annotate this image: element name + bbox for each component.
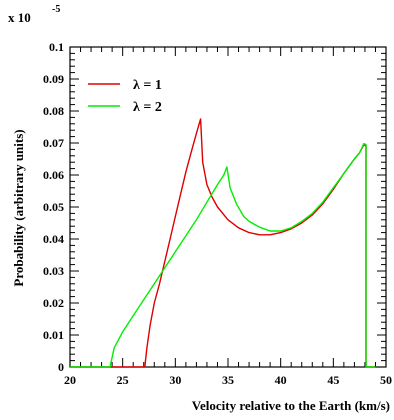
- x-tick-label: 20: [64, 373, 76, 387]
- y-axis-multiplier: x 10 -5: [8, 4, 60, 25]
- x-tick-label: 35: [222, 373, 234, 387]
- plot-area: [69, 46, 387, 368]
- legend-label-2: λ = 2: [133, 100, 162, 115]
- y-tick-label: 0.07: [43, 136, 64, 150]
- legend-label-1: λ = 1: [133, 78, 162, 93]
- y-axis-label: Probability (arbitrary units): [11, 129, 26, 286]
- y-tick-label: 0.02: [43, 296, 64, 310]
- plot-frame: [69, 46, 387, 368]
- series-line-2: [70, 142, 376, 368]
- x-tick-label: 50: [380, 373, 392, 387]
- y-tick-label: 0.05: [43, 200, 64, 214]
- multiplier-exponent: -5: [52, 4, 60, 15]
- series-line-1: [70, 118, 376, 368]
- y-tick-label: 0.06: [43, 168, 64, 182]
- x-tick-label: 40: [275, 373, 287, 387]
- x-axis-label: Velocity relative to the Earth (km/s): [192, 398, 390, 413]
- y-axis-ticks: 0 0.01 0.02 0.03 0.04 0.05 0.06 0.07 0.08 0.09 0.1: [43, 40, 386, 374]
- legend: λ = 1 λ = 2: [88, 78, 162, 115]
- y-tick-label: 0.01: [43, 328, 64, 342]
- y-tick-label: 0.1: [49, 40, 64, 54]
- series-group: [70, 118, 376, 368]
- x-axis-ticks: 20 25 30 35 40 45 50: [64, 47, 392, 387]
- y-tick-label: 0: [58, 360, 64, 374]
- y-tick-label: 0.09: [43, 72, 64, 86]
- y-tick-label: 0.08: [43, 104, 64, 118]
- multiplier-base: x 10: [8, 10, 31, 25]
- x-tick-label: 45: [327, 373, 339, 387]
- y-tick-label: 0.04: [43, 232, 64, 246]
- x-tick-label: 25: [117, 373, 129, 387]
- x-tick-label: 30: [169, 373, 181, 387]
- y-tick-label: 0.03: [43, 264, 64, 278]
